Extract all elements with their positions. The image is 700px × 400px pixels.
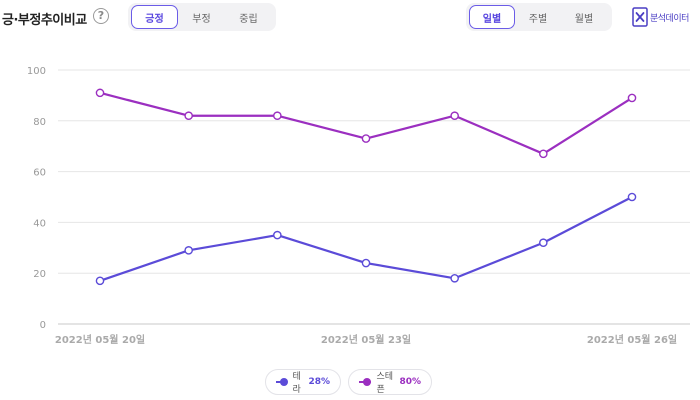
tab-monthly[interactable]: 월별 <box>574 13 594 25</box>
data-point[interactable] <box>273 111 282 121</box>
legend-label-terra: 테라 <box>292 372 301 395</box>
y-tick-label: 20 <box>33 269 46 280</box>
data-point[interactable] <box>95 88 105 98</box>
tab-neutral[interactable]: 중립 <box>239 13 258 25</box>
excel-icon[interactable] <box>632 7 648 27</box>
tab-positive[interactable]: 긍정 <box>131 5 178 29</box>
chart-title: 긍·부정추이비교 <box>2 13 87 28</box>
series-line-1 <box>99 196 633 282</box>
data-point[interactable] <box>361 134 371 143</box>
y-tick-label: 100 <box>27 66 46 77</box>
legend-item-stepn[interactable]: 스테픈 80% <box>348 369 432 395</box>
legend-marker-terra <box>276 378 288 386</box>
x-tick-label: 2022년 05월 20일 <box>55 333 145 346</box>
sentiment-toggle: 긍정 부정 중립 <box>128 3 276 31</box>
help-icon[interactable]: ? <box>93 8 109 24</box>
tab-negative[interactable]: 부정 <box>192 13 211 25</box>
data-point[interactable] <box>361 258 371 268</box>
x-tick-label: 2022년 05월 23일 <box>321 333 411 346</box>
data-point[interactable] <box>95 276 105 286</box>
period-toggle: 일별 주별 월별 <box>466 3 612 31</box>
tab-weekly[interactable]: 주별 <box>528 13 548 25</box>
legend-label-stepn: 스테픈 <box>376 372 394 395</box>
data-point[interactable] <box>184 111 193 121</box>
line-chart: 0 20 40 60 80 100 2022년 05월 20일 2022년 05월 23일 20… <box>27 66 690 346</box>
legend-percent-terra: 28% <box>308 377 330 387</box>
export-data-link[interactable]: 분석데이터 <box>650 14 689 24</box>
data-point[interactable] <box>627 93 637 103</box>
x-tick-label: 2022년 05월 26일 <box>587 333 677 346</box>
data-point[interactable] <box>539 238 548 248</box>
legend-item-terra[interactable]: 테라 28% <box>265 369 341 395</box>
data-point[interactable] <box>450 111 459 121</box>
tab-daily[interactable]: 일별 <box>469 5 515 29</box>
data-point[interactable] <box>273 230 282 240</box>
y-tick-label: 60 <box>33 168 46 179</box>
data-point[interactable] <box>627 192 637 202</box>
series-line-2 <box>99 91 633 155</box>
y-tick-label: 0 <box>40 320 46 331</box>
legend-marker-stepn <box>359 378 371 386</box>
y-tick-label: 80 <box>33 117 46 128</box>
data-point[interactable] <box>184 246 193 255</box>
legend-percent-stepn: 80% <box>399 377 421 387</box>
data-point[interactable] <box>539 149 548 159</box>
chart-header: 긍·부정추이비교 ? 긍정 부정 중립 일별 주별 월별 분석데이터 <box>0 0 700 36</box>
data-point[interactable] <box>450 273 459 283</box>
y-tick-label: 40 <box>33 218 46 229</box>
